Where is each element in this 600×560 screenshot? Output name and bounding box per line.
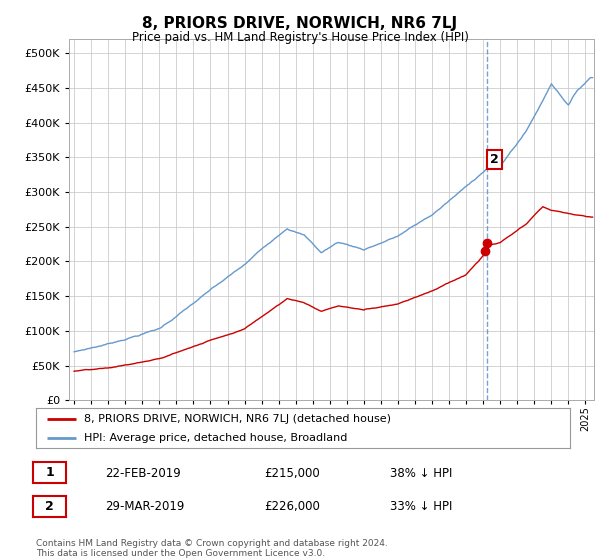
Text: 1: 1 bbox=[45, 466, 54, 479]
Text: Contains HM Land Registry data © Crown copyright and database right 2024.
This d: Contains HM Land Registry data © Crown c… bbox=[36, 539, 388, 558]
Text: 38% ↓ HPI: 38% ↓ HPI bbox=[390, 466, 452, 480]
Text: 2: 2 bbox=[490, 153, 499, 166]
Text: 8, PRIORS DRIVE, NORWICH, NR6 7LJ: 8, PRIORS DRIVE, NORWICH, NR6 7LJ bbox=[142, 16, 458, 31]
Text: Price paid vs. HM Land Registry's House Price Index (HPI): Price paid vs. HM Land Registry's House … bbox=[131, 31, 469, 44]
Text: 8, PRIORS DRIVE, NORWICH, NR6 7LJ (detached house): 8, PRIORS DRIVE, NORWICH, NR6 7LJ (detac… bbox=[84, 414, 391, 424]
Text: HPI: Average price, detached house, Broadland: HPI: Average price, detached house, Broa… bbox=[84, 433, 347, 443]
Text: 2: 2 bbox=[45, 500, 54, 513]
Text: £226,000: £226,000 bbox=[264, 500, 320, 514]
Text: £215,000: £215,000 bbox=[264, 466, 320, 480]
Text: 29-MAR-2019: 29-MAR-2019 bbox=[105, 500, 184, 514]
Text: 33% ↓ HPI: 33% ↓ HPI bbox=[390, 500, 452, 514]
Text: 22-FEB-2019: 22-FEB-2019 bbox=[105, 466, 181, 480]
